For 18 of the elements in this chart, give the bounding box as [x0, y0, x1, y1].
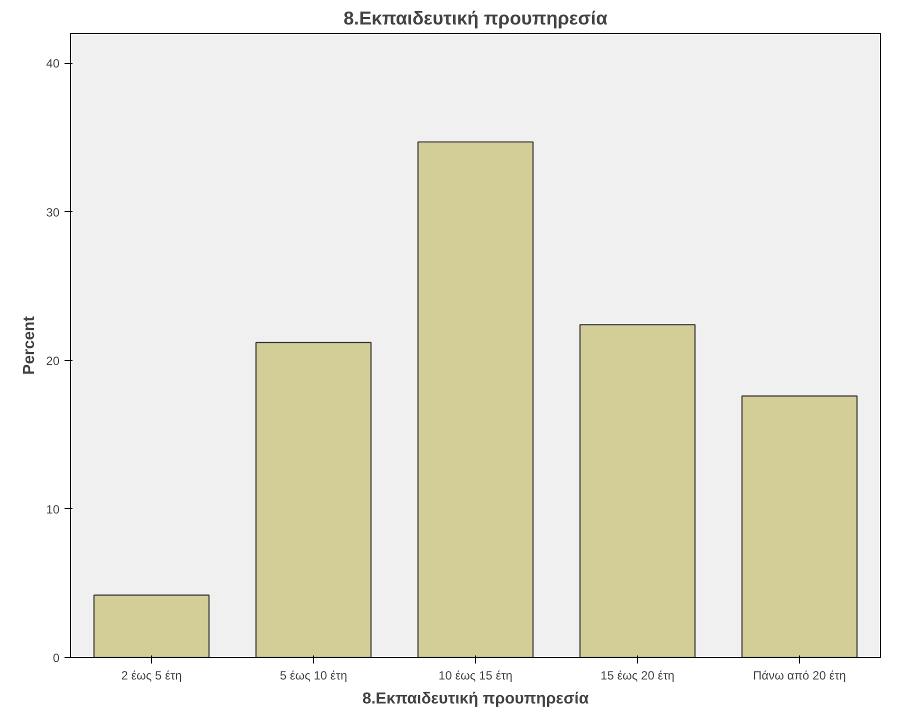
bar	[579, 324, 696, 658]
y-tick-label: 30	[46, 205, 60, 220]
bar	[741, 395, 858, 658]
y-tick-label: 40	[46, 56, 60, 71]
x-tick-label: 5 έως 10 έτη	[280, 668, 348, 682]
bar	[417, 141, 534, 658]
y-axis-title: Percent	[21, 315, 38, 375]
x-tick-label: 10 έως 15 έτη	[438, 668, 512, 682]
bar	[93, 594, 210, 658]
y-tick-label: 10	[46, 502, 60, 516]
y-tick-label: 20	[46, 354, 60, 368]
x-tick-label: Πάνω από 20 έτη	[753, 668, 846, 682]
x-tick-label: 2 έως 5 έτη	[121, 668, 182, 682]
chart-title: 8.Εκπαιδευτική προυπηρεσία	[344, 8, 608, 28]
bar	[255, 342, 372, 658]
x-tick-label: 15 έως 20 έτη	[600, 668, 674, 682]
y-tick-label: 0	[52, 651, 60, 665]
x-axis-title: 8.Εκπαιδευτική προυπηρεσία	[362, 690, 589, 708]
